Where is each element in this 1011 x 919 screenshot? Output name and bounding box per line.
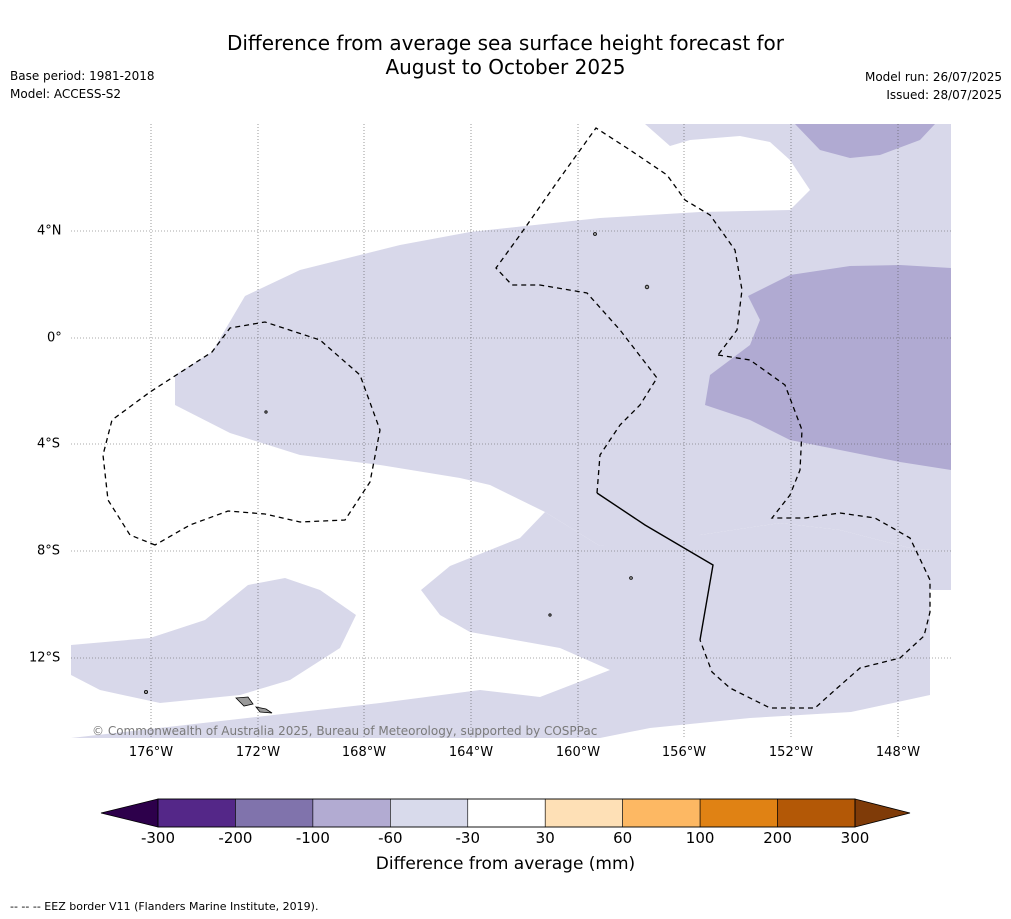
colorbar-segment [699,798,778,828]
title-line-1: Difference from average sea surface heig… [226,31,785,55]
eez-border-solid-segment [596,492,714,641]
lat-label: 4°N [37,223,62,239]
colorbar-tick-label: -60 [378,829,403,847]
colorbar-segment [777,798,856,828]
island-small [255,706,273,714]
eez-border-east [699,354,931,709]
meta-right: Model run: 26/07/2025 Issued: 28/07/2025 [865,68,1002,104]
colorbar-title: Difference from average (mm) [375,854,636,874]
island-large [235,696,254,707]
map-gridlines [71,124,951,738]
title-line-2: August to October 2025 [385,55,626,79]
anomaly-region-medium-north [795,124,935,158]
colorbar-segment [312,798,391,828]
colorbar-tick-label: 300 [840,829,870,847]
island-dot [264,410,268,414]
lat-label: 12°S [29,650,61,666]
issued-date: Issued: 28/07/2025 [886,88,1002,102]
colorbar-tick-label: -200 [218,829,253,847]
island-dot [629,576,633,580]
copyright-notice: © Commonwealth of Australia 2025, Bureau… [92,724,598,738]
model-run: Model run: 26/07/2025 [864,70,1002,84]
island-dot [143,690,148,695]
lat-label: 0° [47,330,62,346]
colorbar-tick-label: -300 [140,829,176,847]
anomaly-field [71,124,951,738]
colorbar-segment [622,798,701,828]
eez-footnote: -- -- -- EEZ border V11 (Flanders Marine… [10,900,319,913]
colorbar-tick-label: 30 [535,829,555,847]
island-dot [644,284,650,290]
colorbar-tick-label: 60 [613,829,633,847]
anomaly-region-light-south [71,512,951,738]
lon-label: 172°W [235,745,281,760]
island-dot [593,232,597,236]
lon-label: 148°W [875,745,921,760]
base-period: Base period: 1981-2018 [10,69,155,83]
colorbar-tick-label: 100 [685,829,715,847]
lon-label: 176°W [128,745,174,760]
model-name: Model: ACCESS-S2 [10,87,122,101]
anomaly-region-light-west [71,578,356,703]
anomaly-region-medium-east [705,265,951,470]
lon-label: 168°W [341,745,387,760]
eez-borders [102,127,931,709]
chart-title: Difference from average sea surface heig… [0,31,1011,79]
lon-label: 160°W [555,745,601,760]
colorbar-segment [467,798,546,828]
colorbar-tick-label: -30 [455,829,481,847]
colorbar-segments [157,798,856,828]
lat-label: 4°S [37,436,61,452]
islands [143,232,650,714]
colorbar-frame [157,798,856,828]
colorbar-segment [544,798,623,828]
colorbar-segment [235,798,314,828]
lon-label: 152°W [768,745,814,760]
colorbar-tick-label: 200 [763,829,792,847]
eez-border-west [102,321,381,546]
colorbar-extend-left [100,798,159,828]
lon-label: 164°W [448,745,494,760]
colorbar-tick-label: -100 [295,829,330,847]
colorbar-segment [390,798,469,828]
island-dot [548,613,552,617]
meta-left: Base period: 1981-2018 Model: ACCESS-S2 [10,67,155,103]
colorbar-segment [157,798,236,828]
lon-label: 156°W [661,745,707,760]
colorbar-extend-right [854,798,911,828]
lat-label: 8°S [37,543,61,559]
colorbar [100,798,911,828]
